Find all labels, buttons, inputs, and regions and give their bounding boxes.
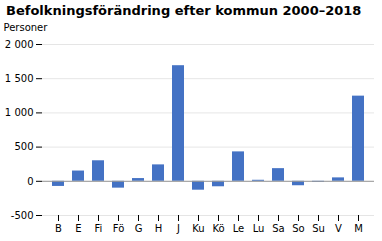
svg-text:Fö: Fö [113,223,125,234]
svg-text:E: E [75,223,81,234]
svg-text:0: 0 [27,176,33,187]
svg-text:So: So [292,223,304,234]
svg-text:Le: Le [233,223,245,234]
svg-text:1 000: 1 000 [5,107,34,118]
svg-text:Fi: Fi [95,223,103,234]
svg-text:Ku: Ku [192,223,204,234]
svg-text:Personer: Personer [4,22,49,33]
svg-text:B: B [55,223,62,234]
svg-text:Kö: Kö [212,223,224,234]
svg-text:Sa: Sa [272,223,284,234]
svg-text:Su: Su [312,223,325,234]
svg-text:-500: -500 [11,210,34,221]
svg-text:M: M [354,223,363,234]
html-text:Befolkningsförändring efter ko: Befolkningsförändring efter kommun 2000–… [6,3,362,18]
svg-text:1 500: 1 500 [5,73,34,84]
svg-text:G: G [135,223,143,234]
svg-text:500: 500 [14,141,33,152]
svg-text:Lu: Lu [253,223,265,234]
svg-text:V: V [335,223,342,234]
svg-text:J: J [176,223,180,234]
svg-text:H: H [155,223,163,234]
svg-text:2 000: 2 000 [5,39,34,50]
